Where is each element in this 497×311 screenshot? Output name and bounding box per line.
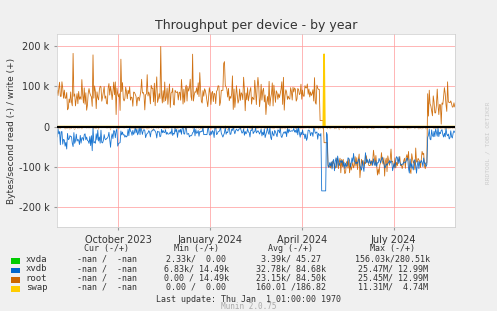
- Title: Throughput per device - by year: Throughput per device - by year: [155, 19, 357, 32]
- Text: root: root: [26, 273, 47, 282]
- Text: xvda: xvda: [26, 255, 47, 264]
- Text: -nan /  -nan: -nan / -nan: [77, 273, 137, 282]
- Text: Cur (-/+): Cur (-/+): [84, 244, 129, 253]
- Text: 6.83k/ 14.49k: 6.83k/ 14.49k: [164, 264, 229, 273]
- Text: swap: swap: [26, 283, 47, 292]
- Text: 3.39k/ 45.27: 3.39k/ 45.27: [261, 255, 321, 264]
- Text: 32.78k/ 84.68k: 32.78k/ 84.68k: [256, 264, 326, 273]
- Text: -nan /  -nan: -nan / -nan: [77, 255, 137, 264]
- Text: 0.00 /  0.00: 0.00 / 0.00: [166, 283, 226, 292]
- Text: Max (-/+): Max (-/+): [370, 244, 415, 253]
- Text: Munin 2.0.75: Munin 2.0.75: [221, 301, 276, 310]
- Text: Avg (-/+): Avg (-/+): [268, 244, 313, 253]
- Text: Last update: Thu Jan  1 01:00:00 1970: Last update: Thu Jan 1 01:00:00 1970: [156, 295, 341, 304]
- Text: 25.47M/ 12.99M: 25.47M/ 12.99M: [358, 264, 427, 273]
- Text: 2.33k/  0.00: 2.33k/ 0.00: [166, 255, 226, 264]
- Y-axis label: Bytes/second read (-) / write (+): Bytes/second read (-) / write (+): [7, 58, 16, 204]
- Text: 160.01 /186.82: 160.01 /186.82: [256, 283, 326, 292]
- Text: -nan /  -nan: -nan / -nan: [77, 264, 137, 273]
- Text: xvdb: xvdb: [26, 264, 47, 273]
- Text: Min (-/+): Min (-/+): [174, 244, 219, 253]
- Text: RRDTOOL / TOBI OETIKER: RRDTOOL / TOBI OETIKER: [486, 102, 491, 184]
- Text: 11.31M/  4.74M: 11.31M/ 4.74M: [358, 283, 427, 292]
- Text: 23.15k/ 84.50k: 23.15k/ 84.50k: [256, 273, 326, 282]
- Text: -nan /  -nan: -nan / -nan: [77, 283, 137, 292]
- Text: 156.03k/280.51k: 156.03k/280.51k: [355, 255, 430, 264]
- Text: 25.45M/ 12.99M: 25.45M/ 12.99M: [358, 273, 427, 282]
- Text: 0.00 / 14.49k: 0.00 / 14.49k: [164, 273, 229, 282]
